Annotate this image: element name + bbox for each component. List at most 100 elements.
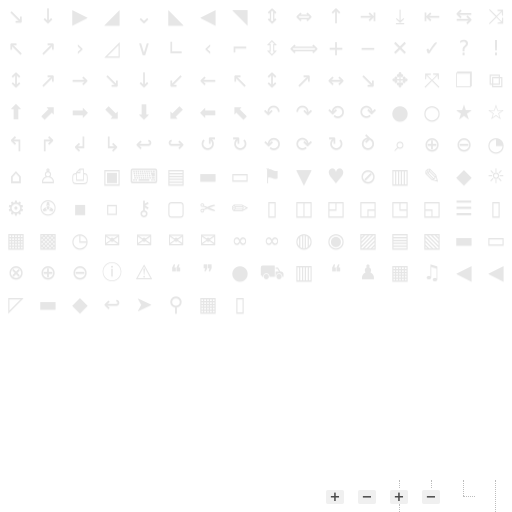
zoom-out-icon-glyph: ⊖ [455, 132, 473, 156]
circle-info-icon-glyph: ⓘ [102, 260, 122, 284]
turn-back-left-icon-glyph: ↩ [135, 132, 153, 156]
arrow-bold-sw-icon-glyph: ⬋ [167, 100, 185, 124]
arrow-bold-e-icon-glyph: ➡ [71, 100, 89, 124]
arrow-bold-w-icon-glyph: ⬅ [199, 100, 217, 124]
collapse-minus-dotted-button[interactable]: − [422, 490, 440, 504]
phone-icon: ▯ [224, 288, 256, 320]
arrow-thin-se-icon-glyph: ↘ [103, 68, 121, 92]
corner-down-left-icon-glyph: ∟ [167, 36, 185, 60]
trash-icon-glyph: ▥ [390, 164, 410, 188]
mail-2-icon: ✉ [128, 224, 160, 256]
star-outline-icon: ☆ [480, 96, 512, 128]
doc-blank-icon: ▯ [480, 192, 512, 224]
arrow-bar-down-icon-glyph: ⤓ [395, 4, 405, 28]
cancel-icon: ⊘ [352, 160, 384, 192]
arrow-curve-nw-icon: ↖ [0, 32, 32, 64]
document-icon: ▯ [256, 192, 288, 224]
arrow-bold-n-icon-glyph: ⬆ [7, 100, 25, 124]
speech-3-icon-glyph: ● [231, 260, 249, 284]
stack-icon-glyph: ◆ [72, 292, 88, 316]
plus-icon-glyph: + [327, 36, 345, 60]
unlock-icon: ▫ [96, 192, 128, 224]
note-icon-glyph: ◰ [326, 196, 346, 220]
volume-on-icon-glyph: ◀ [488, 260, 504, 284]
mail-open-icon-glyph: ✉ [199, 228, 217, 252]
wrench-icon: ✇ [32, 192, 64, 224]
turn-right-icon-glyph: ↱ [39, 132, 57, 156]
arrow-n-icon: ↑ [320, 0, 352, 32]
comments-icon: ❝ [320, 256, 352, 288]
arrow-bold-se-icon: ⬊ [96, 96, 128, 128]
turn-down-right-icon-glyph: ↳ [103, 132, 121, 156]
note-icon: ◰ [320, 192, 352, 224]
arrow-bold-sw-icon: ⬋ [160, 96, 192, 128]
arrow-bar-left-icon-glyph: ⇤ [423, 4, 441, 28]
phone-icon-glyph: ▯ [234, 292, 246, 316]
lightbulb-icon-glyph: ☼ [487, 164, 505, 188]
cart-icon: ⛟ [256, 256, 288, 288]
reply-icon-glyph: ↩ [103, 292, 121, 316]
mail-3-icon: ✉ [160, 224, 192, 256]
question-icon: ? [448, 32, 480, 64]
close-icon-glyph: ✕ [391, 36, 409, 60]
reply-icon: ↩ [96, 288, 128, 320]
arrow-bold-s-icon-glyph: ⬇ [135, 100, 153, 124]
copy-3-icon: ◱ [416, 192, 448, 224]
home-icon-glyph: ⌂ [9, 164, 23, 188]
list-doc-icon: ☰ [448, 192, 480, 224]
arrow-thin-ew-icon: ↔ [320, 64, 352, 96]
arrow-ne-small-icon: ◥ [224, 0, 256, 32]
star-icon-glyph: ★ [455, 100, 473, 124]
arrow-thin-nw-icon: ↖ [224, 64, 256, 96]
circle-icon: ○ [416, 96, 448, 128]
speech-icon: ❝ [160, 256, 192, 288]
warning-icon: ⚠ [128, 256, 160, 288]
arrows-leftright-icon-glyph: ⟺ [289, 36, 319, 60]
tree-line-vertical [495, 480, 496, 512]
arrow-se-small-icon: ◣ [160, 0, 192, 32]
link-icon: ∞ [224, 224, 256, 256]
star-icon: ★ [448, 96, 480, 128]
print-icon-glyph: ⎙ [72, 164, 88, 188]
warning-icon-glyph: ⚠ [135, 260, 153, 284]
rotate-left-icon-glyph: ↺ [199, 132, 217, 156]
heart-icon-glyph: ♥ [327, 164, 345, 188]
table-icon: ▦ [192, 288, 224, 320]
refresh-small-icon: ⟳ [288, 128, 320, 160]
expand-plus-button[interactable]: + [326, 490, 344, 504]
collapse-minus-button[interactable]: − [358, 490, 376, 504]
arrows-swap-icon-glyph: ⇆ [455, 4, 473, 28]
people-icon: ♟ [352, 256, 384, 288]
heart-icon: ♥ [320, 160, 352, 192]
refresh-double-icon: ⟲ [320, 96, 352, 128]
arrow-bold-ne-icon: ⬈ [32, 96, 64, 128]
pencil-icon: ✏ [224, 192, 256, 224]
arrows-swap-icon: ⇆ [448, 0, 480, 32]
arrow-bold-s-icon: ⬇ [128, 96, 160, 128]
mail-open-icon: ✉ [192, 224, 224, 256]
pin-icon: ✎ [416, 160, 448, 192]
undo-big-icon-glyph: ⟲ [263, 132, 281, 156]
copy-3-icon-glyph: ◱ [422, 196, 442, 220]
circle-close-icon: ⊗ [0, 256, 32, 288]
arrow-s-icon: ↓ [32, 0, 64, 32]
arrow-w-small-icon: ◀ [192, 0, 224, 32]
save-icon: ▣ [96, 160, 128, 192]
link-icon-glyph: ∞ [231, 228, 249, 252]
shuffle-icon-glyph: ⤨ [488, 4, 504, 28]
check-icon: ✓ [416, 32, 448, 64]
gear-icon-glyph: ⚙ [7, 196, 25, 220]
turn-down-left-icon-glyph: ↲ [71, 132, 89, 156]
exclamation-icon: ! [480, 32, 512, 64]
paperclip-icon-glyph: ⚲ [168, 292, 184, 316]
expand-plus-dotted-button[interactable]: + [390, 490, 408, 504]
arrow-bold-se-icon-glyph: ⬊ [103, 100, 121, 124]
comments-icon-glyph: ❝ [330, 260, 342, 284]
arrows-updown-icon: ⇳ [256, 32, 288, 64]
arrow-thin-sw-icon-glyph: ↙ [167, 68, 185, 92]
arrow-e-se-icon-glyph: ↘ [7, 4, 25, 28]
arrow-e-icon: ▶ [64, 0, 96, 32]
book-icon: ▤ [160, 160, 192, 192]
arrow-thin-sw-icon: ↙ [160, 64, 192, 96]
arrow-corner-icon-glyph: ◿ [104, 36, 120, 60]
